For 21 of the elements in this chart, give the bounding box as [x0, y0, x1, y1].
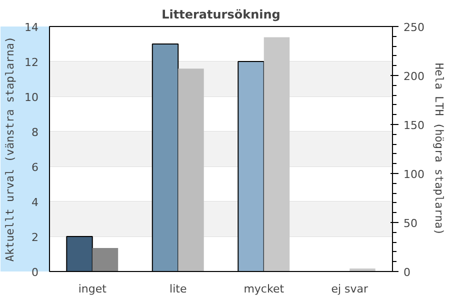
y2-tick-label: 0 [404, 266, 410, 279]
y-axis-title: Aktuellt urval (vänstra staplarna) [4, 36, 17, 262]
y2-axis-title: Hela LTH (högra staplarna) [432, 62, 446, 236]
y-tick-label: 6 [32, 161, 38, 174]
y-tick-label: 4 [32, 196, 38, 209]
x-tick-label: ej svar [331, 282, 369, 296]
y2-tick-label: 100 [404, 168, 424, 181]
y-tick-label: 14 [24, 21, 39, 34]
y2-tick-label: 200 [404, 70, 424, 83]
y2-tick-label: 250 [404, 21, 424, 34]
y-tick-label: 0 [32, 266, 38, 279]
chart-title: Litteratursökning [162, 8, 280, 22]
y-tick-label: 12 [24, 56, 39, 69]
x-tick-label: inget [78, 282, 108, 296]
y-tick-label: 2 [32, 231, 38, 244]
y-tick-label: 8 [32, 126, 38, 139]
x-tick-label: mycket [244, 282, 285, 296]
x-tick-label: lite [170, 282, 187, 296]
y-tick-label: 10 [24, 91, 39, 104]
y2-tick-label: 50 [404, 217, 418, 230]
y2-tick-label: 150 [404, 119, 424, 132]
